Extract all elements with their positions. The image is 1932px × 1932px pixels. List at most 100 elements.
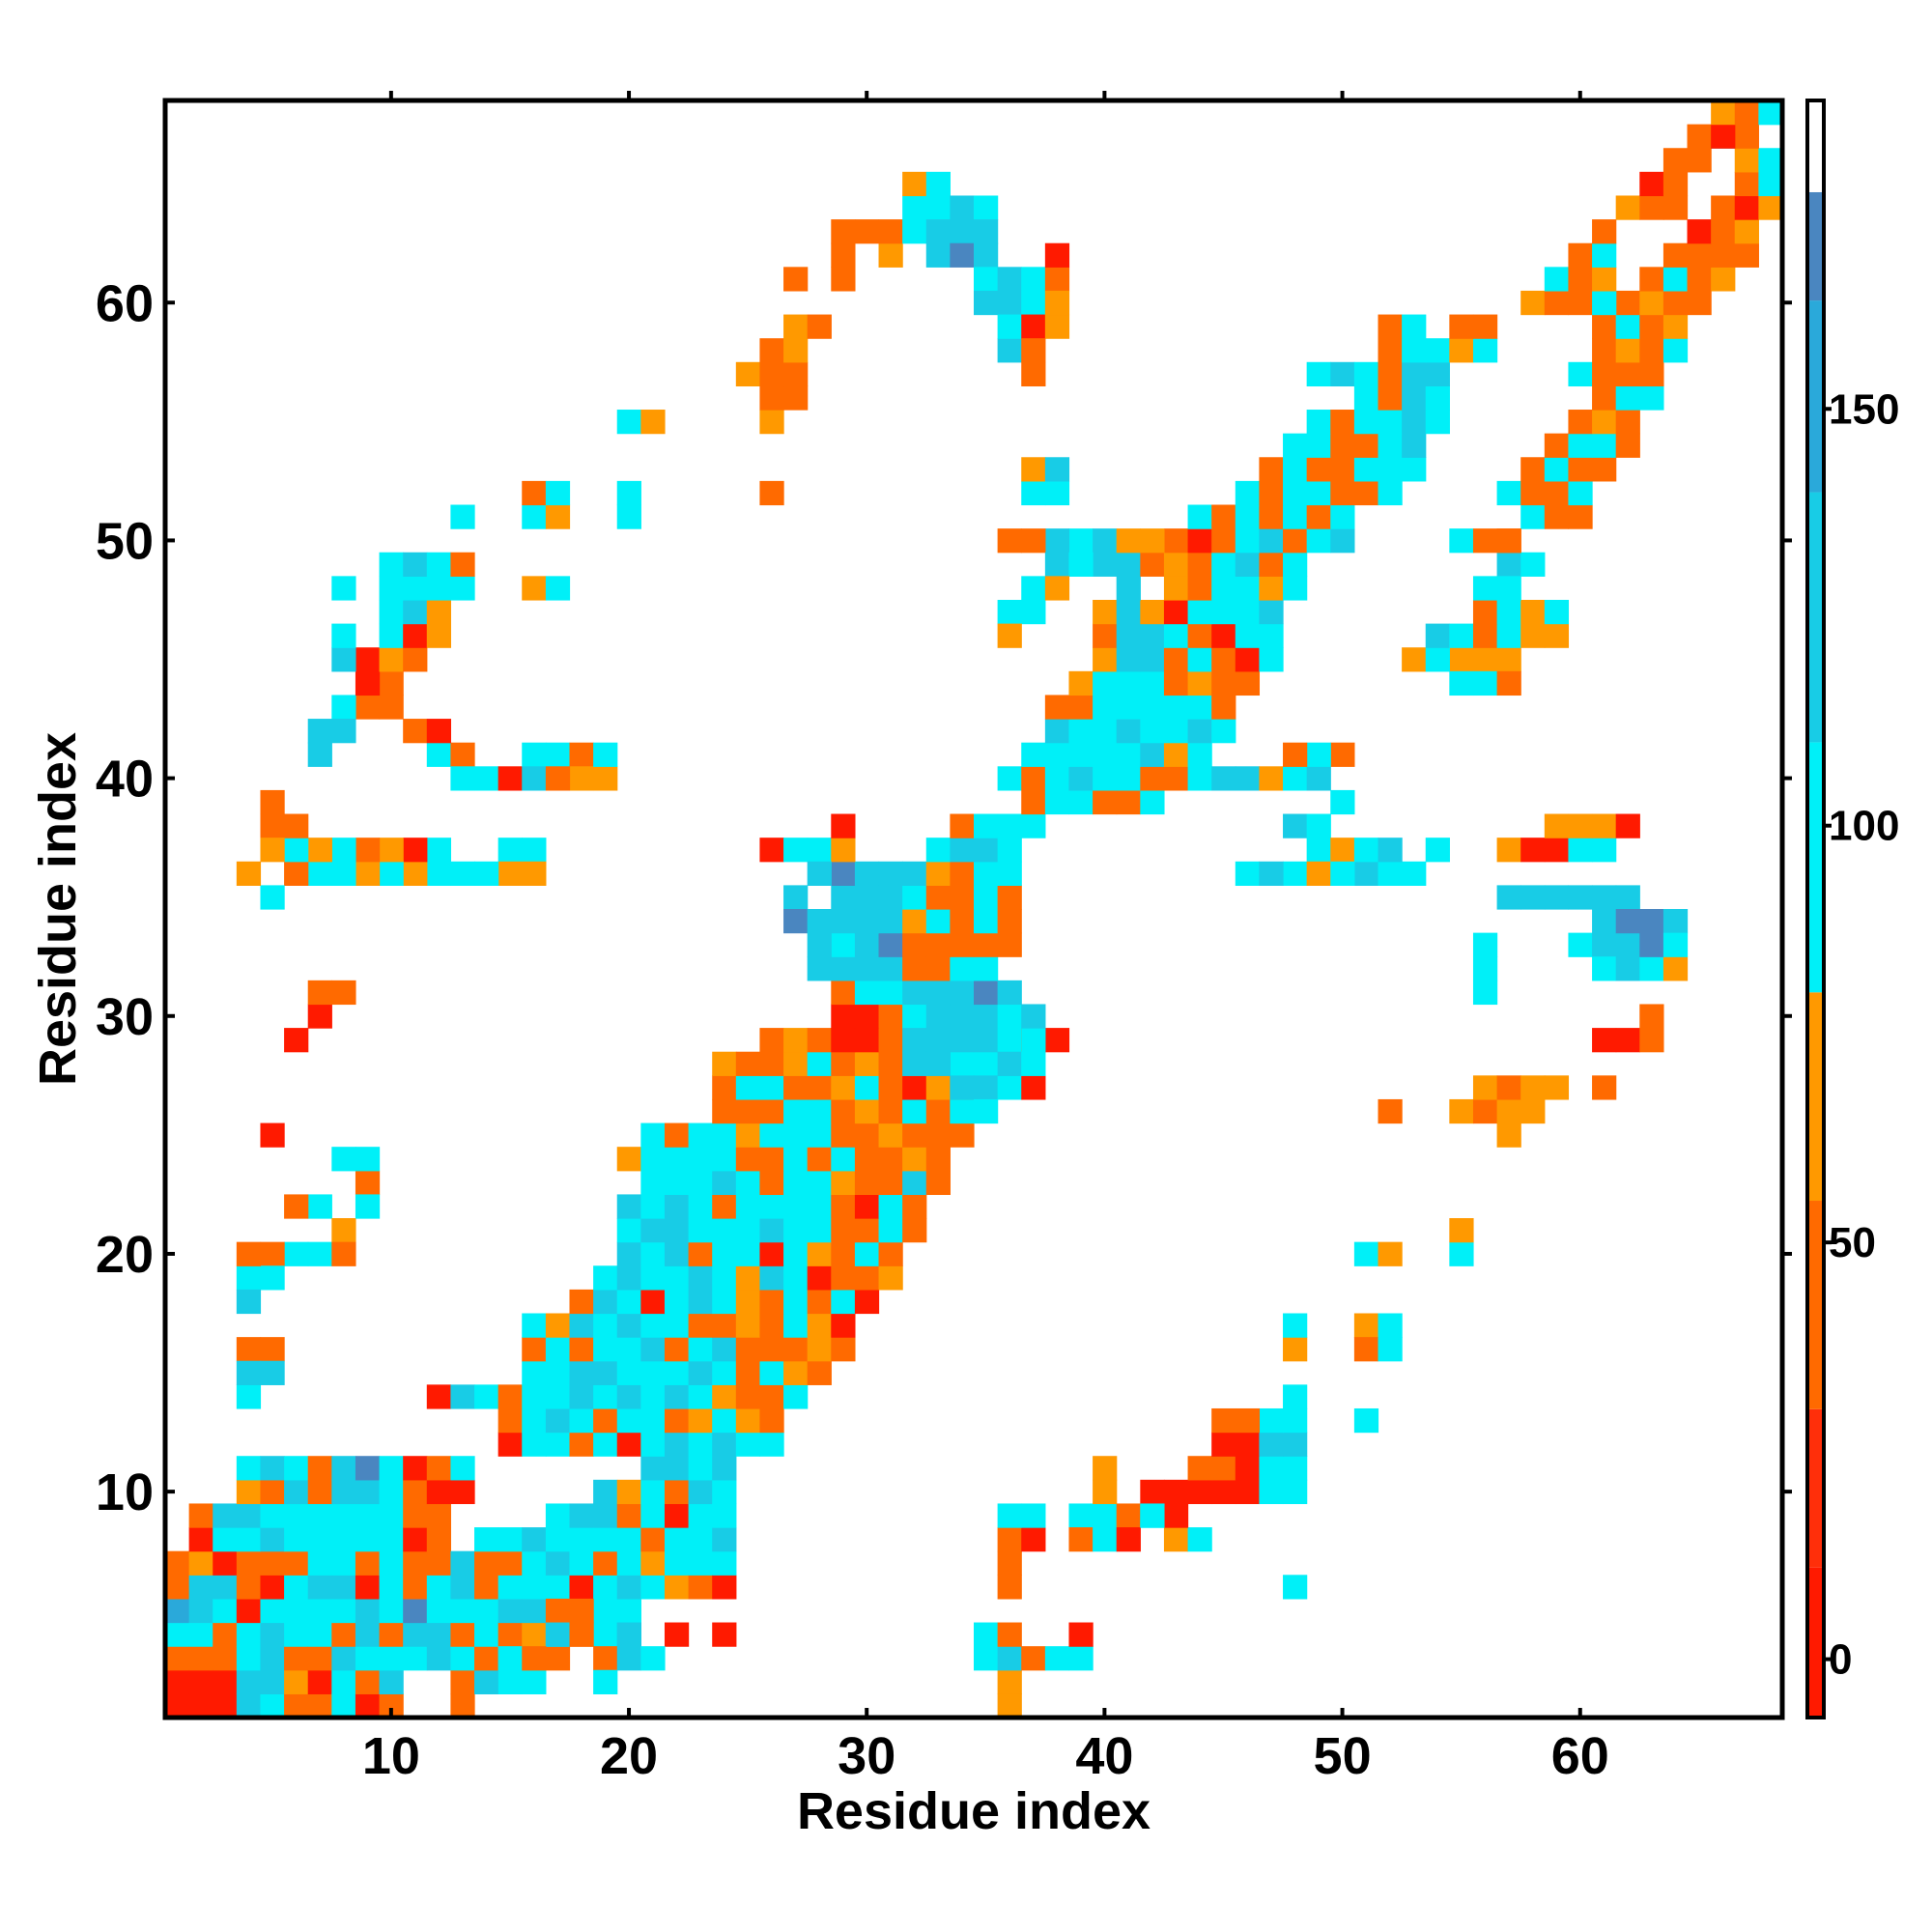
heatmap-cell <box>759 1407 784 1434</box>
heatmap-cell <box>1306 480 1331 506</box>
heatmap-cell <box>403 719 428 744</box>
heatmap-cell <box>1639 956 1664 981</box>
heatmap-cell <box>213 1575 238 1600</box>
heatmap-cell <box>1378 1313 1403 1338</box>
heatmap-cell <box>902 1098 927 1124</box>
heatmap-cell <box>1544 480 1570 506</box>
heatmap-cell <box>1378 861 1403 886</box>
heatmap-cell <box>260 1360 285 1385</box>
heatmap-cell <box>664 1622 690 1647</box>
heatmap-cell <box>1734 148 1759 173</box>
heatmap-cell <box>950 1075 975 1100</box>
colorbar-band <box>1807 492 1824 743</box>
heatmap-cell <box>331 1147 356 1172</box>
heatmap-cell <box>284 1241 309 1266</box>
heatmap-cell <box>974 1646 999 1671</box>
heatmap-cell <box>831 1313 856 1338</box>
heatmap-cell <box>307 1194 332 1219</box>
heatmap-cell <box>1615 195 1640 220</box>
heatmap-cell <box>545 1646 571 1671</box>
heatmap-cell <box>1472 528 1498 554</box>
heatmap-cell <box>1259 766 1284 791</box>
heatmap-cell <box>664 1218 690 1243</box>
heatmap-cell <box>807 1098 832 1124</box>
heatmap-cell <box>1520 1098 1546 1124</box>
heatmap-cell <box>1472 932 1498 957</box>
heatmap-cell <box>1140 766 1165 791</box>
heatmap-cell <box>902 1147 927 1172</box>
heatmap-cell <box>1378 410 1403 435</box>
heatmap-cell <box>616 1241 641 1266</box>
heatmap-cell <box>1544 838 1570 863</box>
heatmap-cell <box>450 1622 475 1647</box>
heatmap-cell <box>569 1337 594 1362</box>
heatmap-cell <box>1687 290 1712 316</box>
heatmap-cell <box>379 1550 404 1576</box>
heatmap-cell <box>854 956 880 981</box>
heatmap-cell <box>616 1479 641 1505</box>
heatmap-cell <box>1734 195 1759 220</box>
heatmap-cell <box>1568 267 1593 292</box>
heatmap-cell <box>664 1360 690 1385</box>
heatmap-cell <box>1306 361 1331 387</box>
heatmap-cell <box>474 766 499 791</box>
heatmap-cell <box>1306 504 1331 529</box>
heatmap-cell <box>1568 433 1593 458</box>
heatmap-cell <box>1068 552 1094 577</box>
heatmap-cell <box>522 1622 547 1647</box>
heatmap-cell <box>355 695 381 720</box>
heatmap-cell <box>640 410 666 435</box>
heatmap-cell <box>403 861 428 886</box>
colorbar <box>1807 100 1824 1718</box>
heatmap-cell <box>925 861 951 886</box>
heatmap-cell <box>712 1575 737 1600</box>
heatmap-cell <box>1235 1456 1261 1481</box>
heatmap-cell <box>260 1337 285 1362</box>
heatmap-cell <box>1449 1098 1474 1124</box>
heatmap-cell <box>236 1646 262 1671</box>
heatmap-cell <box>1306 410 1331 435</box>
heatmap-cell <box>688 1503 713 1528</box>
heatmap-cell <box>1068 719 1094 744</box>
heatmap-cell <box>1235 576 1261 601</box>
heatmap-cell <box>426 623 452 648</box>
heatmap-cell <box>1639 1028 1664 1053</box>
heatmap-cell <box>403 1456 428 1481</box>
heatmap-cell <box>403 647 428 672</box>
heatmap-cell <box>1615 956 1640 981</box>
heatmap-cell <box>950 1098 975 1124</box>
heatmap-cell <box>1259 1456 1284 1481</box>
heatmap-cell <box>284 813 309 838</box>
heatmap-cell <box>474 1384 499 1409</box>
heatmap-cell <box>593 1360 618 1385</box>
heatmap-cell <box>379 670 404 696</box>
heatmap-cell <box>1044 766 1070 791</box>
heatmap-cell <box>1068 670 1094 696</box>
heatmap-cell <box>1330 742 1355 767</box>
heatmap-cell <box>1187 599 1212 625</box>
heatmap-cell <box>1568 410 1593 435</box>
heatmap-cell <box>735 1218 761 1243</box>
heatmap-cell <box>355 647 381 672</box>
heatmap-cell <box>831 1147 856 1172</box>
heatmap-cell <box>688 1313 713 1338</box>
heatmap-cell <box>331 1456 356 1481</box>
heatmap-cell <box>1330 433 1355 458</box>
heatmap-cell <box>807 1313 832 1338</box>
heatmap-cell <box>1163 552 1189 577</box>
heatmap-cell <box>1353 861 1379 886</box>
heatmap-cell <box>260 1575 285 1600</box>
heatmap-cell <box>616 1218 641 1243</box>
heatmap-cell <box>759 1147 784 1172</box>
heatmap-cell <box>1520 885 1546 910</box>
heatmap-cell <box>997 1693 1022 1719</box>
heatmap-cell <box>522 1550 547 1576</box>
heatmap-cell <box>712 1337 737 1362</box>
heatmap-cell <box>1259 528 1284 554</box>
heatmap-cell <box>307 1669 332 1694</box>
heatmap-cell <box>284 861 309 886</box>
heatmap-cell <box>1211 528 1236 554</box>
heatmap-cell <box>664 1313 690 1338</box>
heatmap-cell <box>260 1479 285 1505</box>
heatmap-cell <box>1568 504 1593 529</box>
